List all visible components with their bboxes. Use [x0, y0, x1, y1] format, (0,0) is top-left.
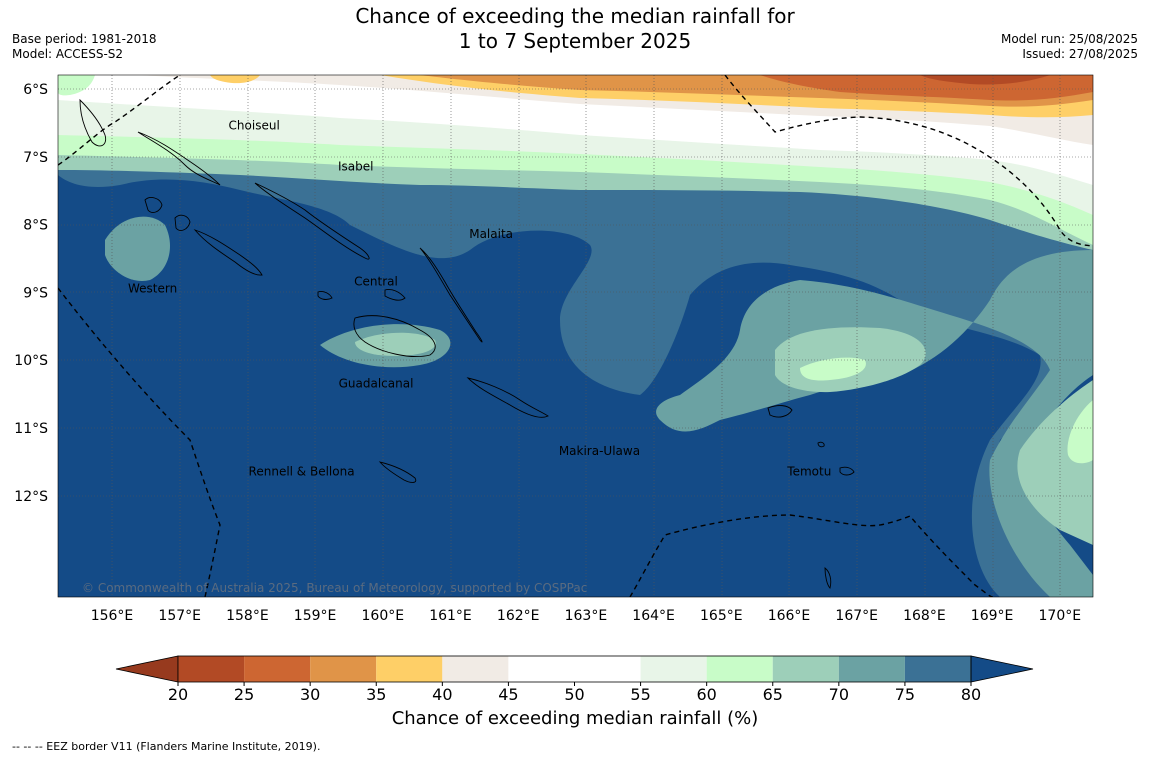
colorbar-swatch	[376, 656, 443, 682]
colorbar-tick-label: 50	[564, 685, 584, 704]
band-blob-west	[105, 216, 170, 281]
lon-tick-label: 165°E	[700, 608, 743, 624]
colorbar-over-arrow	[970, 655, 1034, 683]
band-nw-corner-green	[58, 75, 95, 96]
colorbar-swatch	[442, 656, 509, 682]
region-label: Malaita	[469, 227, 513, 241]
lon-tick-label: 167°E	[835, 608, 878, 624]
colorbar-tick-label: 45	[498, 685, 518, 704]
colorbar-tick-label: 30	[300, 685, 320, 704]
lon-tick-label: 157°E	[158, 608, 201, 624]
lon-tick-label: 162°E	[497, 608, 540, 624]
model-name: Model: ACCESS-S2	[12, 47, 124, 61]
lat-tick-label: 11°S	[14, 421, 48, 437]
meta-right: Model run: 25/08/2025 Issued: 27/08/2025	[1001, 32, 1138, 62]
band-blob-guadalcanal-inner	[355, 332, 436, 356]
title-line-2: 1 to 7 September 2025	[458, 29, 692, 53]
colorbar-tick-label: 25	[234, 685, 254, 704]
meta-left: Base period: 1981-2018 Model: ACCESS-S2	[12, 32, 157, 62]
colorbar: 20 25 30 35 40 45 50 55 60 65 70 75 80	[115, 655, 1034, 704]
band-35-40-nw	[210, 75, 260, 84]
colorbar-tick-label: 40	[432, 685, 452, 704]
colorbar-swatch	[838, 656, 905, 682]
base-period: Base period: 1981-2018	[12, 32, 157, 46]
colorbar-tick-label: 20	[168, 685, 188, 704]
colorbar-tick-label: 55	[630, 685, 650, 704]
lon-tick-label: 161°E	[429, 608, 472, 624]
issued-date: Issued: 27/08/2025	[1022, 47, 1138, 61]
region-label: Rennell & Bellona	[249, 464, 355, 478]
lon-tick-label: 170°E	[1039, 608, 1082, 624]
colorbar-tick-label: 80	[961, 685, 981, 704]
map-frame	[57, 74, 1094, 598]
lat-tick-label: 8°S	[23, 218, 48, 234]
colorbar-title: Chance of exceeding median rainfall (%)	[391, 708, 759, 729]
lon-tick-label: 159°E	[294, 608, 337, 624]
colorbar-under-arrow	[115, 655, 179, 683]
map-title: Chance of exceeding the median rainfall …	[0, 4, 1150, 54]
colorbar-swatch	[706, 656, 773, 682]
region-label: Makira-Ulawa	[559, 444, 640, 458]
colorbar-tick-label: 75	[895, 685, 915, 704]
lon-tick-label: 166°E	[768, 608, 811, 624]
coastlines	[79, 98, 855, 589]
band-east-edge-green	[1067, 400, 1093, 464]
eez-borders	[58, 75, 1093, 597]
lon-tick-label: 160°E	[362, 608, 405, 624]
band-east-edge-light	[1017, 380, 1093, 545]
region-label: Central	[354, 275, 398, 289]
lat-tick-labels: 6°S 7°S 8°S 9°S 10°S 11°S 12°S	[14, 82, 48, 505]
lon-tick-label: 163°E	[565, 608, 608, 624]
region-labels: Choiseul Isabel Malaita Western Central Guada…	[128, 119, 831, 479]
colorbar-swatch	[178, 656, 245, 682]
lon-tick-label: 156°E	[91, 608, 134, 624]
region-label: Temotu	[786, 464, 831, 478]
colorbar-swatch	[508, 656, 575, 682]
lon-tick-label: 169°E	[971, 608, 1014, 624]
eez-footnote: -- -- -- EEZ border V11 (Flanders Marine…	[12, 740, 321, 753]
title-line-1: Chance of exceeding the median rainfall …	[355, 4, 795, 28]
colorbar-swatch	[772, 656, 839, 682]
lon-tick-label: 164°E	[632, 608, 675, 624]
rainfall-field	[58, 75, 1093, 597]
colorbar-swatch	[310, 656, 377, 682]
colorbar-swatch	[904, 656, 971, 682]
band-blob-60-65-east	[800, 357, 866, 381]
lon-tick-labels: 156°E 157°E 158°E 159°E 160°E 161°E 162°E 163°E…	[91, 608, 1081, 624]
colorbar-tick-label: 70	[829, 685, 849, 704]
region-label: Guadalcanal	[339, 376, 414, 390]
region-label: Isabel	[338, 159, 373, 173]
colorbar-tick-label: 60	[696, 685, 716, 704]
colorbar-swatch	[244, 656, 311, 682]
lat-tick-label: 12°S	[14, 489, 48, 505]
model-run: Model run: 25/08/2025	[1000, 32, 1138, 46]
band-75-80	[58, 75, 1093, 597]
colorbar-swatch	[574, 656, 641, 682]
colorbar-swatch	[640, 656, 707, 682]
lat-tick-label: 10°S	[14, 353, 48, 369]
lat-tick-label: 6°S	[23, 82, 48, 98]
region-label: Choiseul	[229, 119, 280, 133]
band-20-25	[920, 75, 1050, 85]
colorbar-tick-label: 35	[366, 685, 386, 704]
lon-tick-label: 158°E	[226, 608, 269, 624]
lat-tick-label: 7°S	[23, 150, 48, 166]
lat-tick-label: 9°S	[23, 285, 48, 301]
region-label: Western	[128, 281, 177, 295]
gridlines	[58, 75, 1093, 597]
colorbar-tick-label: 65	[763, 685, 783, 704]
lon-tick-label: 168°E	[903, 608, 946, 624]
copyright-text: © Commonwealth of Australia 2025, Bureau…	[82, 581, 587, 595]
